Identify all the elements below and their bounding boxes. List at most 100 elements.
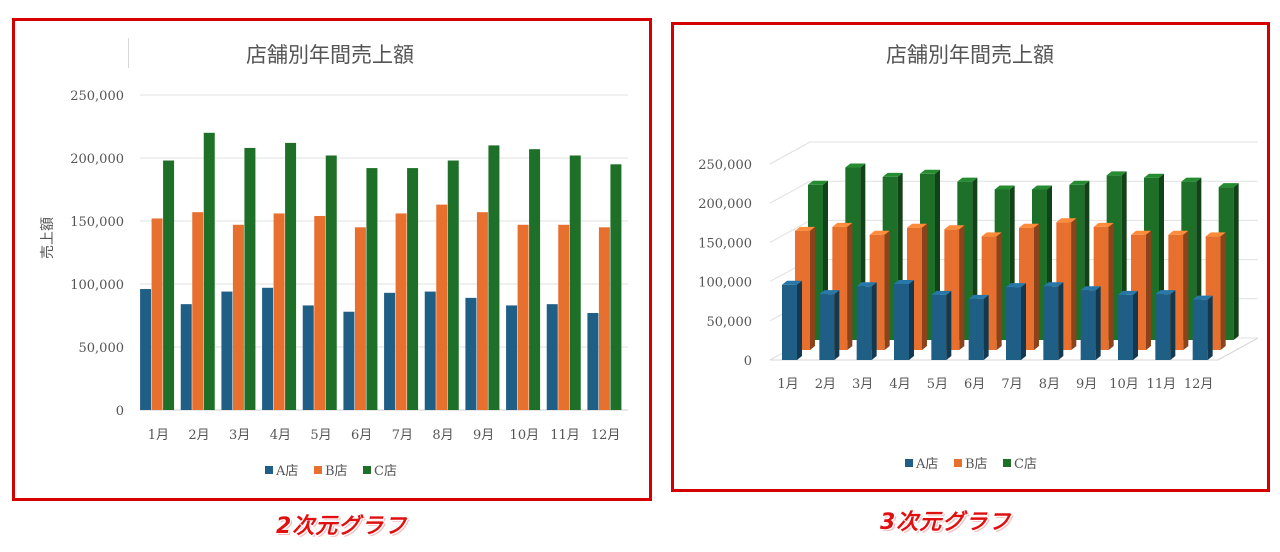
y-tick-label: 200,000 (70, 152, 124, 167)
y-tick-label: 50,000 (707, 315, 753, 330)
side-gridline (769, 219, 811, 243)
bar-3 (285, 142, 297, 410)
y-tick-label: 50,000 (79, 341, 125, 356)
bar-1 (140, 289, 152, 410)
bar-top-2 (832, 222, 853, 227)
x-tick-label: 9月 (473, 428, 494, 443)
y-tick-label: 150,000 (698, 236, 752, 251)
x-tick-label: 11月 (1147, 377, 1177, 392)
bar-3 (366, 168, 378, 410)
bar-side-3 (1233, 183, 1239, 340)
bar-side-1 (1058, 282, 1064, 360)
bar-side-2 (1034, 223, 1039, 350)
legend-label: C店 (1014, 457, 1037, 472)
legend-swatch (265, 466, 273, 474)
bar-top-2 (981, 232, 1002, 237)
bar-1 (343, 311, 355, 410)
bar-front-1 (1043, 286, 1059, 360)
x-tick-label: 10月 (1109, 377, 1139, 392)
x-tick-label: 4月 (270, 428, 291, 443)
x-tick-label: 1月 (148, 428, 169, 443)
bar-top-3 (1218, 183, 1239, 188)
x-tick-label: 12月 (1184, 377, 1214, 392)
y-tick-label: 0 (116, 404, 124, 419)
x-tick-label: 6月 (351, 428, 372, 443)
bar-2 (436, 204, 448, 410)
bar-3 (407, 168, 419, 410)
bar-3 (569, 155, 581, 410)
bar-2 (395, 213, 407, 410)
bar-1 (465, 297, 477, 410)
bar-side-2 (1220, 232, 1226, 350)
bar-top-3 (1069, 180, 1090, 185)
bar-top-3 (808, 180, 828, 185)
bar-3 (163, 160, 175, 410)
bar-side-2 (959, 225, 965, 350)
bar-front-1 (968, 298, 984, 360)
bar-top-2 (1019, 223, 1039, 228)
bar-2 (476, 212, 488, 410)
bar-top-1 (782, 280, 802, 285)
bar-side-1 (909, 279, 914, 360)
bar-side-1 (983, 294, 989, 360)
bar-top-2 (795, 226, 815, 231)
bar-side-1 (834, 290, 840, 360)
caption-3d: 3次元グラフ (880, 510, 1012, 535)
y-tick-label: 100,000 (698, 276, 752, 291)
x-tick-label: 2月 (188, 428, 209, 443)
x-tick-label: 3月 (852, 377, 873, 392)
bar-top-1 (819, 290, 840, 295)
bar-1 (424, 291, 436, 410)
bar-top-2 (907, 223, 927, 228)
x-tick-label: 8月 (432, 428, 453, 443)
bar-side-2 (922, 223, 927, 350)
legend-swatch (363, 466, 371, 474)
bar-side-2 (1108, 222, 1114, 350)
y-tick-label: 250,000 (70, 89, 124, 104)
bar-top-1 (968, 294, 989, 299)
bar-front-1 (819, 294, 835, 360)
bar-top-2 (1131, 230, 1151, 235)
bar-front-1 (1118, 294, 1133, 360)
bar-top-1 (894, 279, 914, 284)
bar-3 (325, 155, 337, 410)
side-gridline (769, 141, 811, 165)
x-tick-label: 12月 (591, 428, 621, 443)
bar-top-2 (869, 230, 890, 235)
bar-3 (529, 149, 541, 410)
bar-top-1 (856, 282, 877, 287)
y-axis-label: 売上額 (40, 217, 56, 259)
bar-2 (517, 224, 529, 410)
bar-front-1 (1192, 299, 1208, 360)
bar-side-2 (1146, 230, 1151, 350)
bar-2 (314, 215, 326, 410)
bar-top-2 (1056, 218, 1077, 223)
bar-1 (587, 312, 599, 410)
bar-top-3 (1181, 177, 1202, 182)
bar-side-2 (1071, 218, 1077, 350)
bar-1 (180, 304, 192, 410)
floor-right-edge (1217, 337, 1259, 361)
bar-top-3 (1144, 173, 1164, 178)
bar-front-1 (856, 286, 872, 360)
chart-title: 店舗別年間売上額 (886, 43, 1054, 67)
x-tick-label: 11月 (550, 428, 580, 443)
bar-top-1 (1043, 282, 1064, 287)
bar-top-3 (1106, 171, 1127, 176)
bar-3 (610, 164, 622, 410)
legend-swatch (905, 459, 913, 467)
bar-side-1 (1133, 290, 1138, 360)
bar-side-2 (810, 226, 815, 350)
bar-1 (384, 292, 396, 410)
x-tick-label: 5月 (310, 428, 331, 443)
chart-title: 店舗別年間売上額 (246, 43, 414, 67)
bar-side-1 (1170, 290, 1176, 360)
bar-top-1 (931, 290, 952, 295)
x-tick-label: 6月 (964, 377, 985, 392)
legend-swatch (1003, 459, 1011, 467)
bar-front-1 (1080, 290, 1096, 360)
bar-front-1 (1155, 294, 1171, 360)
bar-front-1 (782, 284, 797, 360)
bar-1 (546, 304, 558, 410)
